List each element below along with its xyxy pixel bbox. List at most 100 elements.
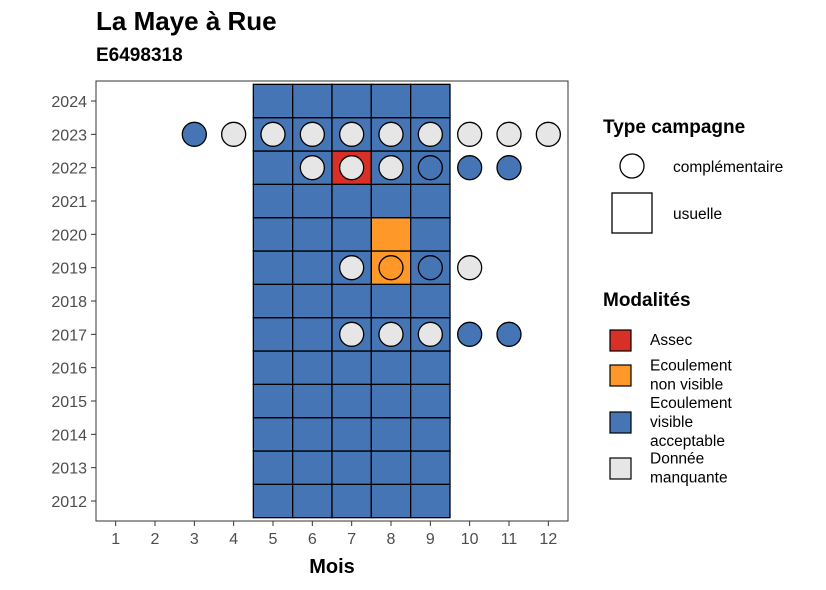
tile-2020-9 [410,217,451,252]
tile-2016-7 [331,350,372,385]
chart-title: La Maye à Rue [96,6,277,36]
x-tick-label: 3 [190,531,199,548]
tile-2015-9 [410,383,451,419]
tile-2018-7 [331,283,372,319]
tile-2012-9 [410,483,451,519]
point-2023-7 [339,121,365,147]
tile-2018-9 [410,283,451,319]
tile-2014-7 [331,417,372,452]
tile-2013-7 [331,450,372,485]
legend-modalite-label: Ecoulement [650,395,733,412]
y-tick-label: 2019 [51,261,87,278]
tile-2013-9 [410,450,451,485]
tile-2021-6 [292,183,333,219]
y-tick-label: 2016 [51,361,87,378]
tile-2021-5 [252,183,294,219]
tile-2013-5 [252,450,294,485]
point-2022-10 [457,155,483,181]
tile-2024-5 [252,83,294,119]
tile-2012-8 [370,483,412,519]
x-tick-label: 1 [111,531,120,548]
point-2017-10 [457,321,483,347]
tile-2016-8 [370,350,412,385]
x-tick-label: 4 [229,531,238,548]
tile-2017-6 [292,317,333,352]
point-2023-9 [417,121,443,147]
tile-2013-8 [370,450,412,485]
tile-2012-7 [331,483,372,519]
x-tick-label: 7 [347,531,356,548]
tile-2024-8 [370,83,412,119]
tile-2020-6 [292,217,333,252]
y-tick-label: 2013 [51,461,87,478]
tile-2013-6 [292,450,333,485]
y-tick-label: 2014 [51,427,87,444]
tile-2015-8 [370,383,412,419]
legend-modalite-key [609,364,632,387]
point-2022-9 [417,155,443,181]
y-tick-label: 2021 [51,194,87,211]
y-tick-label: 2024 [51,94,87,111]
point-2022-6 [299,155,325,181]
tile-layer [252,83,451,519]
tile-2017-5 [252,317,294,352]
point-2017-9 [417,321,443,347]
legend-key-circle [619,153,645,179]
tile-2019-5 [252,250,294,285]
legend-modalite-label: visible [650,414,693,431]
legend-type-label: complémentaire [673,159,783,176]
tile-2018-8 [370,283,412,319]
point-2023-11 [496,121,522,147]
tile-2024-7 [331,83,372,119]
point-2019-8 [378,255,404,281]
legend-modalite-label: non visible [650,377,723,394]
tile-2020-7 [331,217,372,252]
point-2023-12 [535,121,561,147]
x-tick-label: 12 [539,531,557,548]
tile-2015-7 [331,383,372,419]
point-2023-5 [260,121,286,147]
y-tick-label: 2012 [51,494,87,511]
point-2023-6 [299,121,325,147]
y-tick-label: 2023 [51,127,87,144]
legend-modalites-title: Modalités [603,290,691,311]
tile-2012-5 [252,483,294,519]
point-2017-11 [496,321,522,347]
tile-2020-5 [252,217,294,252]
tile-2016-6 [292,350,333,385]
x-tick-label: 2 [151,531,160,548]
legend-type-label: usuelle [673,206,722,223]
y-tick-label: 2017 [51,327,87,344]
tile-2015-6 [292,383,333,419]
tile-2021-7 [331,183,372,219]
legend-modalite-key [609,329,632,352]
y-tick-label: 2015 [51,394,87,411]
x-tick-label: 9 [426,531,435,548]
tile-2014-5 [252,417,294,452]
point-2017-7 [339,321,365,347]
point-2019-9 [417,255,443,281]
tile-2012-6 [292,483,333,519]
legend-modalite-label: acceptable [650,433,725,450]
tile-2019-6 [292,250,333,285]
legend-modalite-label: Donnée [650,451,704,468]
x-tick-label: 6 [308,531,317,548]
tile-2014-9 [410,417,451,452]
legend-layer: Type campagne complémentaire usuelle Modali… [603,117,783,487]
tile-2021-9 [410,183,451,219]
tile-2024-6 [292,83,333,119]
y-tick-label: 2022 [51,161,87,178]
tile-2024-9 [410,83,451,119]
tile-2018-6 [292,283,333,319]
point-2023-10 [457,121,483,147]
x-axis-title: Mois [309,556,355,578]
tile-2018-5 [252,283,294,319]
x-tick-label: 8 [387,531,396,548]
tile-2021-8 [370,183,412,219]
point-2022-7 [339,155,365,181]
axis-layer: 1 2 3 4 5 6 7 8 9 10 11 122012201320142015201620172… [51,80,569,578]
tile-2016-5 [252,350,294,385]
x-tick-label: 10 [461,531,479,548]
point-2022-8 [378,155,404,181]
